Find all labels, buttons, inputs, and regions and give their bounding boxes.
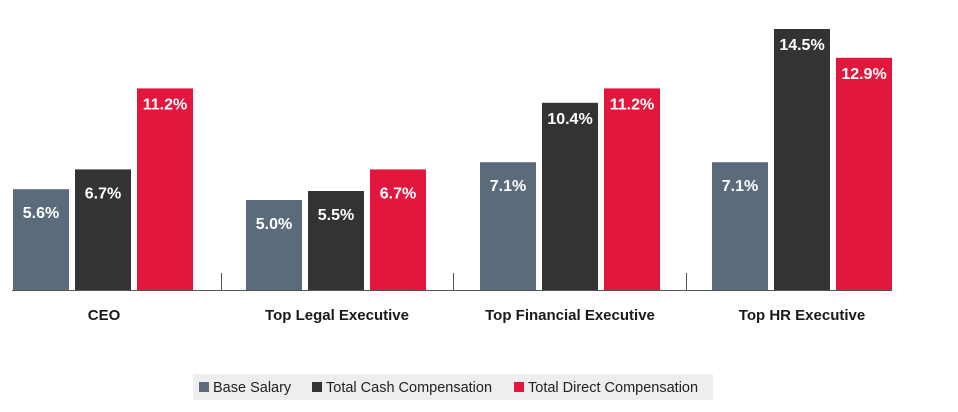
bar-chart: 5.6% 5.0% 7.1% 7.1% 6.7% 5.5% 10.4% 14.5% 11.2% 6… [0,0,958,412]
data-label: 5.0% [256,216,292,233]
category-label: Top Financial Executive [485,307,655,324]
legend-swatch [199,382,209,392]
data-label: 6.7% [85,185,121,202]
legend-label: Base Salary [213,380,292,396]
data-label: 12.9% [841,66,886,83]
data-label: 14.5% [779,37,824,54]
bar-total-cash-compensation-2 [308,191,364,290]
data-label: 5.6% [23,205,59,222]
data-label: 10.4% [547,111,592,128]
bars-layer [13,29,892,290]
data-label: 7.1% [722,178,758,195]
bar-total-cash-compensation-3 [542,103,598,290]
legend-label: Total Direct Compensation [528,380,698,396]
category-label: CEO [88,307,121,324]
legend-label: Total Cash Compensation [326,380,492,396]
data-label: 11.2% [610,96,654,113]
data-label: 5.5% [318,207,354,224]
legend-swatch [514,382,524,392]
data-label: 7.1% [490,178,526,195]
category-label: Top HR Executive [739,307,865,324]
category-label: Top Legal Executive [265,307,409,324]
data-label: 11.2% [143,96,187,113]
bar-base-salary-2 [246,200,302,290]
data-label: 6.7% [380,185,416,202]
bar-total-direct-compensation-1 [137,88,193,290]
legend-swatch [312,382,322,392]
bar-total-direct-compensation-4 [836,58,892,290]
bar-total-direct-compensation-3 [604,88,660,290]
legend: Base Salary Total Cash Compensation Total … [193,374,713,400]
bar-total-cash-compensation-4 [774,29,830,290]
